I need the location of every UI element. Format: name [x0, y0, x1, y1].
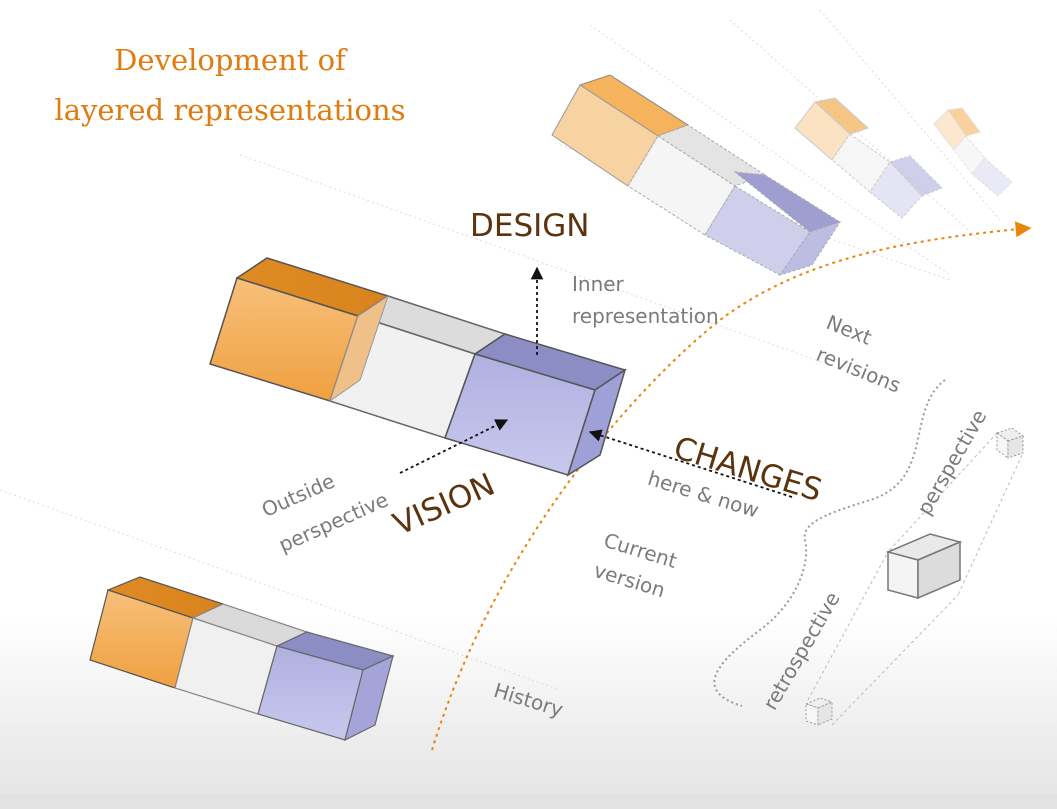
next-revision-stack-3	[933, 107, 1013, 197]
cube-future-icon	[995, 427, 1025, 459]
guide-line	[819, 9, 1001, 221]
next-revision-stack-2	[794, 97, 943, 219]
guide-line	[239, 154, 831, 366]
purple-block-top	[733, 171, 842, 233]
cube-present-icon	[885, 533, 963, 600]
title-line-2: layered representations	[54, 93, 406, 127]
timeline-arrow	[431, 221, 1032, 751]
arrow-changes	[588, 429, 793, 498]
grey-block-front	[953, 135, 986, 175]
guide-line	[589, 24, 951, 276]
grey-block-front	[627, 135, 736, 236]
perspective-cone	[807, 432, 1023, 726]
purple-block-side	[778, 221, 842, 276]
brace	[713, 379, 946, 707]
bottom-band	[0, 794, 1057, 809]
purple-block-front	[971, 157, 1013, 197]
history-stack	[89, 576, 395, 742]
purple-block-side	[566, 368, 627, 477]
current-version-stack	[209, 257, 627, 477]
purple-block-front	[869, 161, 923, 219]
arrow-vision	[399, 419, 509, 474]
title-line-1: Development of	[114, 43, 346, 77]
cube-past-icon	[804, 697, 834, 726]
next-revision-stack-1	[551, 74, 842, 276]
label-inner-line2: representation	[572, 304, 719, 328]
purple-block-side	[344, 654, 394, 742]
purple-block-top	[889, 155, 943, 197]
grey-block-inner-edge	[329, 294, 389, 403]
label-inner-line1: Inner	[572, 272, 624, 296]
grey-block-front	[831, 133, 891, 193]
label-design: DESIGN	[470, 208, 590, 244]
black-arrows	[399, 266, 793, 498]
